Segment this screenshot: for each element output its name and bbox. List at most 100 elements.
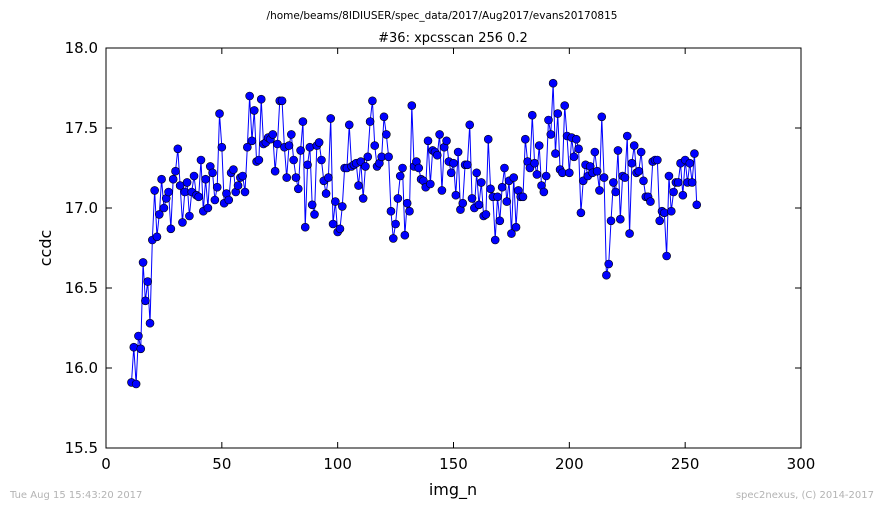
data-point bbox=[270, 166, 280, 176]
data-point bbox=[247, 136, 257, 146]
data-point bbox=[666, 206, 676, 216]
data-point bbox=[233, 181, 243, 190]
data-point bbox=[685, 158, 695, 168]
data-point bbox=[168, 174, 178, 184]
data-point bbox=[435, 130, 444, 139]
data-point bbox=[303, 160, 312, 170]
data-point bbox=[627, 158, 637, 168]
data-point bbox=[576, 208, 586, 218]
data-point bbox=[254, 155, 264, 165]
data-point bbox=[687, 178, 697, 187]
data-point bbox=[386, 206, 396, 216]
data-point bbox=[300, 222, 310, 232]
data-point bbox=[314, 138, 324, 147]
x-tick-label: 50 bbox=[212, 455, 231, 473]
data-point bbox=[634, 166, 644, 176]
data-point bbox=[544, 115, 553, 125]
data-point bbox=[361, 162, 370, 171]
data-point bbox=[305, 142, 315, 152]
data-point bbox=[277, 96, 287, 106]
footer-credit: spec2nexus, (C) 2014-2017 bbox=[735, 490, 874, 501]
data-point bbox=[238, 171, 247, 181]
data-point bbox=[571, 134, 581, 144]
data-point bbox=[595, 186, 604, 195]
data-point bbox=[240, 187, 250, 197]
data-point bbox=[282, 173, 292, 182]
data-point bbox=[497, 182, 507, 192]
data-point bbox=[629, 141, 639, 150]
data-point bbox=[692, 200, 702, 210]
x-tick-label: 150 bbox=[439, 455, 468, 473]
data-point bbox=[655, 216, 664, 226]
data-point bbox=[569, 152, 579, 162]
y-tick-label: 17.0 bbox=[65, 199, 98, 217]
data-point bbox=[268, 130, 278, 139]
data-point bbox=[185, 211, 194, 221]
data-point bbox=[609, 178, 618, 187]
data-point bbox=[432, 150, 442, 160]
data-point bbox=[662, 251, 671, 261]
data-point bbox=[157, 174, 166, 184]
data-point bbox=[437, 186, 447, 195]
data-point bbox=[358, 194, 368, 203]
data-point bbox=[189, 171, 199, 181]
data-point bbox=[363, 152, 373, 162]
data-point bbox=[310, 210, 319, 219]
chart-title: #36: xpcsscan 256 0.2 bbox=[378, 31, 528, 46]
data-point bbox=[615, 214, 625, 224]
x-axis-label: img_n bbox=[429, 480, 477, 500]
data-point bbox=[467, 194, 477, 203]
data-point bbox=[518, 192, 528, 202]
data-point bbox=[611, 187, 620, 197]
data-point bbox=[426, 179, 435, 189]
data-point bbox=[574, 144, 583, 154]
data-point bbox=[136, 344, 146, 354]
data-point bbox=[141, 296, 150, 306]
data-point bbox=[495, 216, 505, 226]
x-tick-label: 250 bbox=[671, 455, 700, 473]
data-point bbox=[527, 110, 537, 120]
data-point bbox=[653, 155, 662, 165]
data-point bbox=[307, 200, 317, 210]
data-point bbox=[490, 235, 500, 245]
data-point bbox=[592, 166, 602, 176]
data-point bbox=[321, 189, 331, 198]
x-tick-label: 200 bbox=[555, 455, 584, 473]
data-point bbox=[509, 173, 519, 182]
data-point bbox=[224, 195, 234, 205]
x-axis-ticks: 0 50 100 150 200 250 300 bbox=[101, 48, 815, 473]
data-point bbox=[175, 181, 185, 190]
data-point bbox=[507, 229, 516, 238]
data-point bbox=[442, 136, 451, 146]
data-point bbox=[324, 173, 333, 182]
data-point bbox=[317, 155, 326, 165]
footer-timestamp: Tue Aug 15 15:43:20 2017 bbox=[10, 490, 143, 501]
data-point bbox=[606, 216, 616, 226]
data-point bbox=[287, 130, 296, 139]
data-point bbox=[530, 158, 539, 168]
data-point bbox=[669, 187, 678, 197]
data-point bbox=[210, 195, 220, 205]
data-point bbox=[458, 198, 468, 208]
data-point bbox=[541, 171, 551, 181]
data-point bbox=[166, 224, 176, 234]
data-point bbox=[152, 232, 162, 242]
plot-series bbox=[127, 78, 702, 389]
data-point bbox=[284, 141, 294, 150]
data-point bbox=[212, 182, 222, 192]
data-point bbox=[465, 120, 475, 130]
data-point bbox=[393, 194, 403, 203]
data-point bbox=[328, 219, 338, 229]
plot-frame bbox=[105, 47, 802, 449]
data-point bbox=[291, 173, 301, 182]
data-point bbox=[245, 91, 254, 101]
data-point bbox=[154, 210, 164, 219]
data-point bbox=[602, 270, 611, 280]
data-point bbox=[391, 219, 400, 229]
data-point bbox=[449, 158, 458, 168]
data-point bbox=[636, 147, 646, 157]
data-point bbox=[143, 277, 152, 286]
data-point bbox=[476, 178, 486, 187]
data-point bbox=[539, 187, 549, 197]
